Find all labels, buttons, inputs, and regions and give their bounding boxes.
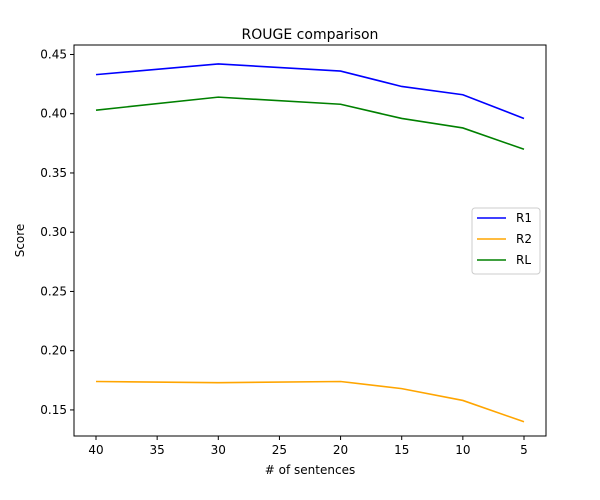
x-tick-label: 40	[88, 443, 103, 457]
x-tick-label: 30	[211, 443, 226, 457]
y-axis: 0.15 0.20 0.25 0.30 0.35 0.40 0.45	[40, 47, 74, 417]
series-lines	[95, 63, 525, 423]
chart-title: ROUGE comparison	[242, 27, 379, 43]
y-tick-label: 0.15	[40, 403, 67, 417]
legend-box	[471, 207, 541, 275]
legend-label-r2: R2	[516, 232, 532, 246]
legend: R1 R2 RL	[471, 207, 541, 275]
x-tick-label: 5	[520, 443, 528, 457]
y-axis-label: Score	[13, 224, 27, 258]
x-tick-label: 15	[394, 443, 409, 457]
series-line-rl	[95, 96, 525, 151]
series-line-r2	[96, 380, 525, 423]
y-tick-label: 0.35	[40, 166, 67, 180]
x-axis-label: # of sentences	[265, 463, 355, 477]
x-tick-label: 35	[150, 443, 165, 457]
x-tick-label: 25	[272, 443, 287, 457]
y-tick-label: 0.20	[40, 344, 67, 358]
legend-label-r1: R1	[516, 211, 532, 225]
x-tick-label: 20	[333, 443, 348, 457]
series-line-r1	[95, 63, 525, 120]
plot-frame	[73, 44, 547, 437]
y-tick-label: 0.30	[40, 225, 67, 239]
y-tick-label: 0.45	[40, 47, 67, 61]
y-tick-label: 0.25	[40, 284, 67, 298]
x-axis: 40 35 30 25 20 15 10 5	[88, 436, 528, 457]
x-tick-label: 10	[455, 443, 470, 457]
y-tick-label: 0.40	[40, 107, 67, 121]
legend-label-rl: RL	[516, 253, 531, 267]
